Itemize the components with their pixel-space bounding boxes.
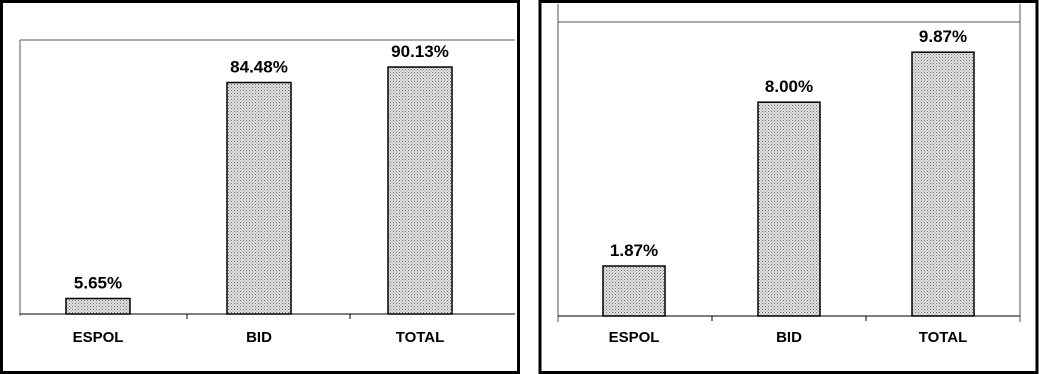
right-bar-bid	[757, 101, 821, 317]
left-category-label-total: TOTAL	[396, 329, 445, 346]
right-value-label-espol: 1.87%	[610, 241, 658, 260]
left-bar-total	[387, 66, 453, 315]
left-bar-espol	[65, 297, 131, 315]
left-value-label-total: 90.13%	[391, 42, 449, 61]
left-category-label-bid: BID	[246, 329, 272, 346]
left-value-label-bid: 84.48%	[230, 58, 288, 77]
right-bar-total	[911, 51, 975, 317]
left-value-labels: 5.65% 84.48% 90.13%	[74, 42, 449, 292]
left-value-label-espol: 5.65%	[74, 274, 122, 293]
right-value-label-total: 9.87%	[919, 27, 967, 46]
right-value-label-bid: 8.00%	[765, 77, 813, 96]
left-category-label-espol: ESPOL	[73, 329, 124, 346]
right-panel-border	[538, 0, 1039, 374]
right-bars	[602, 51, 975, 317]
left-panel-border	[0, 0, 520, 374]
left-category-labels: ESPOL BID TOTAL	[73, 329, 445, 346]
left-bar-bid	[226, 81, 292, 315]
right-chart-panel: 1.87% 8.00% 9.87% ESPOL BID TOTAL	[538, 0, 1039, 374]
left-chart-panel: 5.65% 84.48% 90.13% ESPOL BID TOTAL	[0, 0, 520, 374]
right-value-labels: 1.87% 8.00% 9.87%	[610, 27, 967, 260]
right-bar-espol	[602, 265, 666, 317]
right-category-labels: ESPOL BID TOTAL	[609, 329, 968, 346]
right-category-label-espol: ESPOL	[609, 329, 660, 346]
left-bars	[65, 66, 453, 315]
right-category-label-bid: BID	[776, 329, 802, 346]
right-category-label-total: TOTAL	[919, 329, 968, 346]
